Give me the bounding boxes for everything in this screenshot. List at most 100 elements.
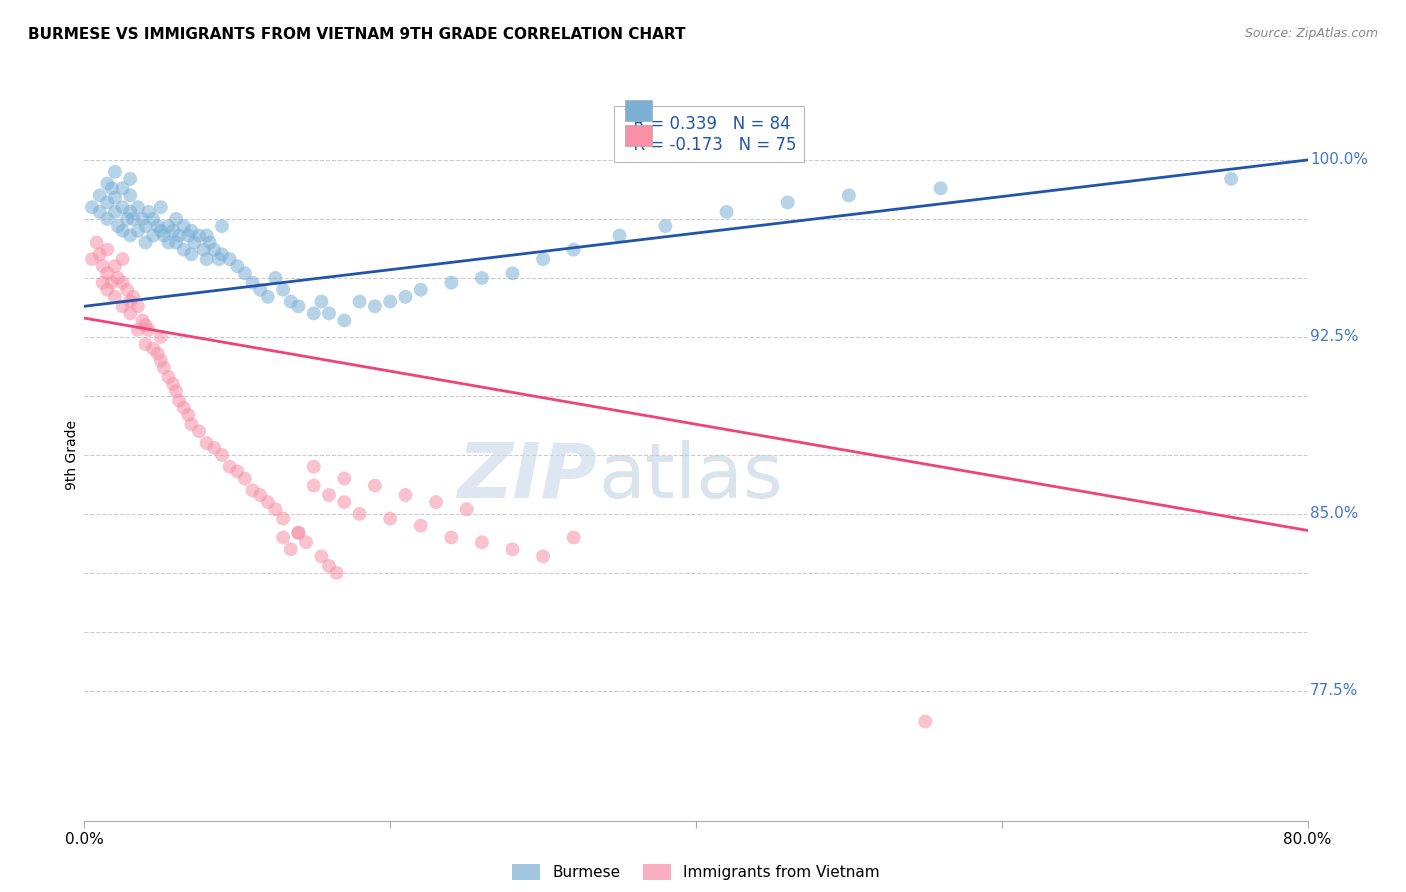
Point (149, 200, 172, 214)
Point (271, 531, 294, 545)
Point (318, 488, 340, 502)
Point (776, 195, 799, 210)
Point (111, 181, 134, 195)
Point (173, 243, 195, 257)
Point (111, 276, 134, 290)
Point (456, 502, 478, 516)
Point (193, 243, 215, 257)
Point (180, 417, 202, 432)
Point (96, 266, 118, 280)
Point (142, 342, 165, 356)
Point (195, 252, 218, 266)
Point (101, 181, 124, 195)
Point (104, 191, 127, 205)
Point (111, 224, 134, 238)
Point (333, 313, 356, 327)
Point (502, 266, 524, 280)
Point (325, 566, 347, 580)
Point (96, 177, 118, 191)
Point (115, 211, 138, 226)
Point (153, 360, 176, 375)
Point (287, 525, 309, 540)
Point (264, 271, 287, 285)
Point (107, 219, 129, 233)
Point (440, 531, 463, 545)
Point (162, 224, 184, 238)
Text: 100.0%: 100.0% (1310, 153, 1368, 168)
Point (146, 346, 169, 360)
Point (233, 471, 256, 485)
Y-axis label: 9th Grade: 9th Grade (65, 420, 79, 490)
Point (86, 235, 108, 250)
Point (173, 219, 195, 233)
Point (96, 211, 118, 226)
Point (80, 252, 103, 266)
Point (173, 401, 195, 415)
Point (838, 188, 860, 202)
Point (195, 228, 218, 243)
Point (302, 306, 325, 320)
Point (211, 448, 233, 462)
Point (111, 299, 134, 313)
Point (89, 188, 111, 202)
Point (115, 283, 138, 297)
Point (409, 283, 432, 297)
Point (218, 252, 240, 266)
Point (440, 276, 463, 290)
Point (127, 224, 149, 238)
Point (104, 165, 127, 179)
Point (177, 408, 200, 422)
Point (287, 525, 309, 540)
Point (318, 306, 340, 320)
Point (609, 228, 631, 243)
Point (120, 228, 142, 243)
Point (349, 294, 371, 309)
Point (104, 290, 127, 304)
Point (135, 318, 157, 333)
Point (716, 205, 738, 219)
Point (146, 219, 169, 233)
Point (120, 172, 142, 186)
Point (531, 252, 554, 266)
Point (149, 353, 172, 368)
Point (249, 488, 271, 502)
Text: Source: ZipAtlas.com: Source: ZipAtlas.com (1244, 27, 1378, 40)
Point (302, 478, 325, 492)
Point (180, 247, 202, 261)
Point (333, 495, 356, 509)
Point (333, 471, 356, 485)
Point (149, 330, 172, 344)
Point (425, 495, 447, 509)
Text: 85.0%: 85.0% (1310, 507, 1358, 522)
Point (127, 200, 149, 214)
Point (107, 271, 129, 285)
Text: 77.5%: 77.5% (1310, 683, 1358, 698)
Point (80, 200, 103, 214)
Point (135, 219, 157, 233)
Point (111, 200, 134, 214)
Point (135, 235, 157, 250)
Point (211, 247, 233, 261)
Point (177, 228, 200, 243)
Point (157, 235, 180, 250)
Point (157, 370, 180, 384)
Point (91, 276, 114, 290)
Point (364, 299, 387, 313)
Point (162, 377, 184, 392)
Point (242, 483, 264, 498)
Point (242, 276, 264, 290)
Text: 92.5%: 92.5% (1310, 329, 1358, 344)
Point (654, 219, 676, 233)
Point (111, 252, 134, 266)
Point (127, 323, 149, 337)
Point (562, 531, 585, 545)
Point (280, 542, 302, 557)
Point (380, 511, 402, 525)
Point (349, 507, 371, 521)
Point (122, 290, 145, 304)
Point (153, 228, 176, 243)
Point (249, 283, 271, 297)
Point (257, 495, 280, 509)
Point (302, 459, 325, 474)
Point (120, 306, 142, 320)
